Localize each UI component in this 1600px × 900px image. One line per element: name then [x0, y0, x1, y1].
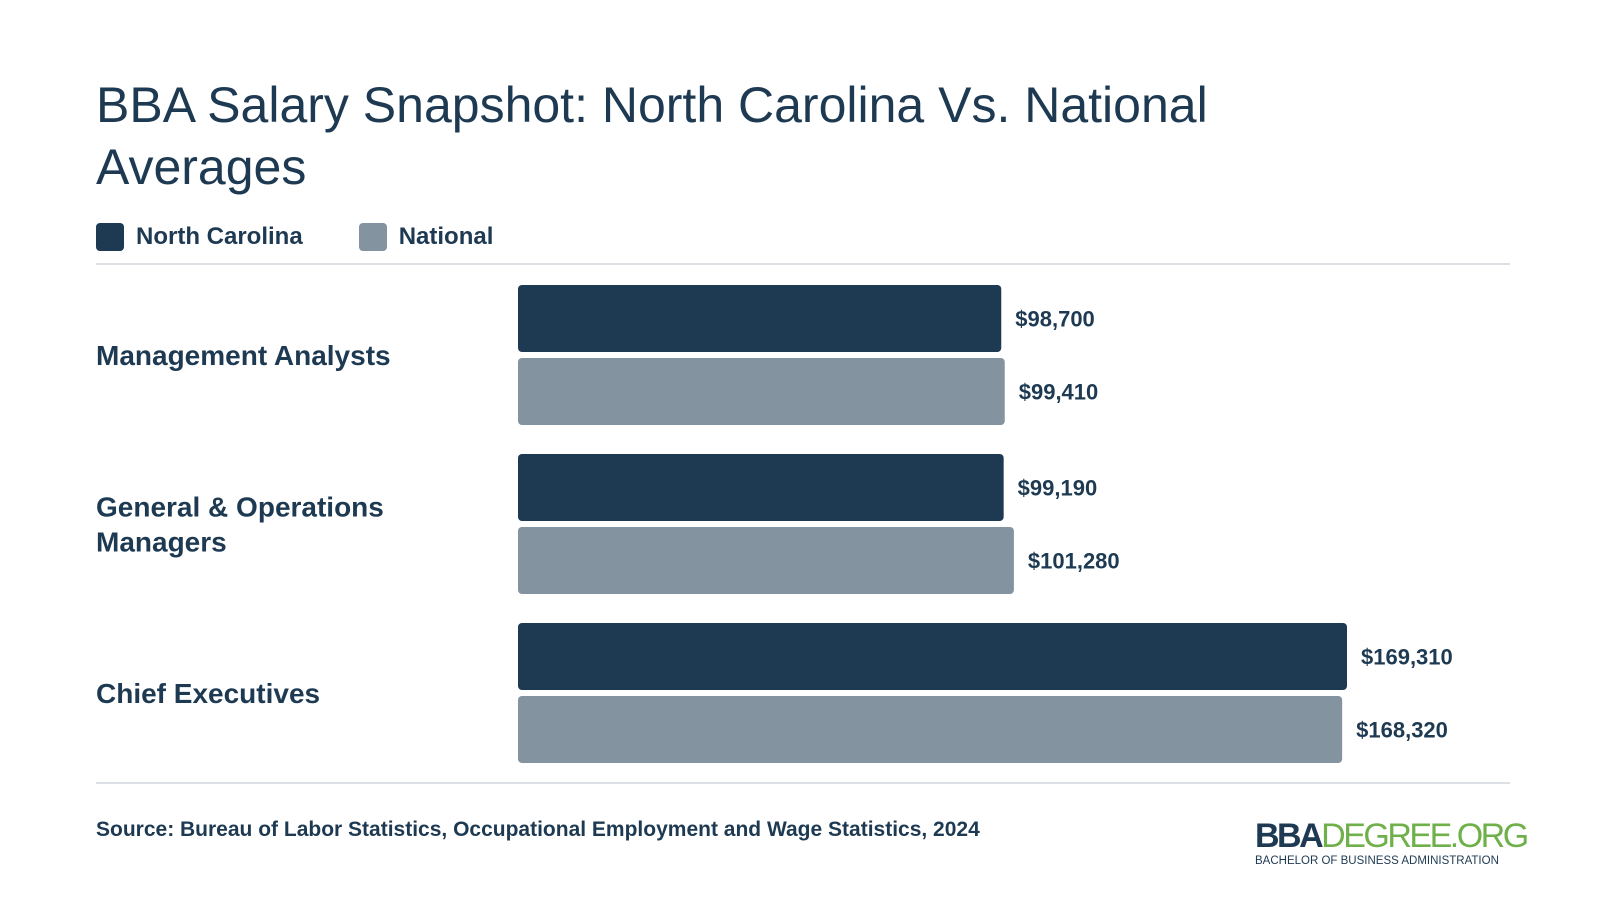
category-label-general-and-operations-managers: General & Operations Managers [96, 492, 384, 558]
value-label-north-carolina-general-and-operations-managers: $99,190 [1018, 476, 1098, 501]
value-label-north-carolina-chief-executives: $169,310 [1361, 645, 1453, 670]
bar-national-chief-executives [518, 696, 1343, 763]
chart-title: BBA Salary Snapshot: North Carolina Vs. … [96, 77, 1208, 195]
bar-north-carolina-management-analysts [518, 285, 1002, 352]
chart-top-divider [96, 263, 1510, 265]
logo-wordmark: BBADEGREE.ORG [1255, 817, 1529, 855]
bar-national-management-analysts [518, 358, 1005, 425]
legend-swatch-north-carolina [96, 223, 124, 251]
legend-item-north-carolina: North Carolina [96, 223, 303, 251]
legend-label-north-carolina: North Carolina [136, 223, 303, 250]
logo-wordmark-primary: BBA [1255, 817, 1324, 855]
chart-legend: North Carolina National [96, 222, 549, 252]
legend-item-national: National [358, 223, 494, 251]
value-label-national-general-and-operations-managers: $101,280 [1028, 549, 1120, 574]
logo-tagline: BACHELOR OF BUSINESS ADMINISTRATION [1255, 855, 1499, 867]
chart-bottom-divider [96, 782, 1510, 784]
bar-north-carolina-chief-executives [518, 623, 1347, 690]
legend-label-national: National [398, 223, 494, 250]
bar-north-carolina-general-and-operations-managers [518, 454, 1004, 521]
source-note: Source: Bureau of Labor Statistics, Occu… [96, 818, 980, 841]
value-label-north-carolina-management-analysts: $98,700 [1015, 307, 1095, 332]
logo-wordmark-secondary: DEGREE.ORG [1321, 817, 1529, 855]
bbadegree-logo: BBADEGREE.ORG BACHELOR OF BUSINESS ADMIN… [1255, 817, 1529, 869]
bar-national-general-and-operations-managers [518, 527, 1014, 594]
value-label-national-management-analysts: $99,410 [1019, 380, 1099, 405]
legend-swatch-national [358, 223, 387, 251]
category-label-management-analysts: Management Analysts [96, 340, 391, 371]
category-label-chief-executives: Chief Executives [96, 678, 320, 709]
value-label-national-chief-executives: $168,320 [1356, 718, 1448, 743]
